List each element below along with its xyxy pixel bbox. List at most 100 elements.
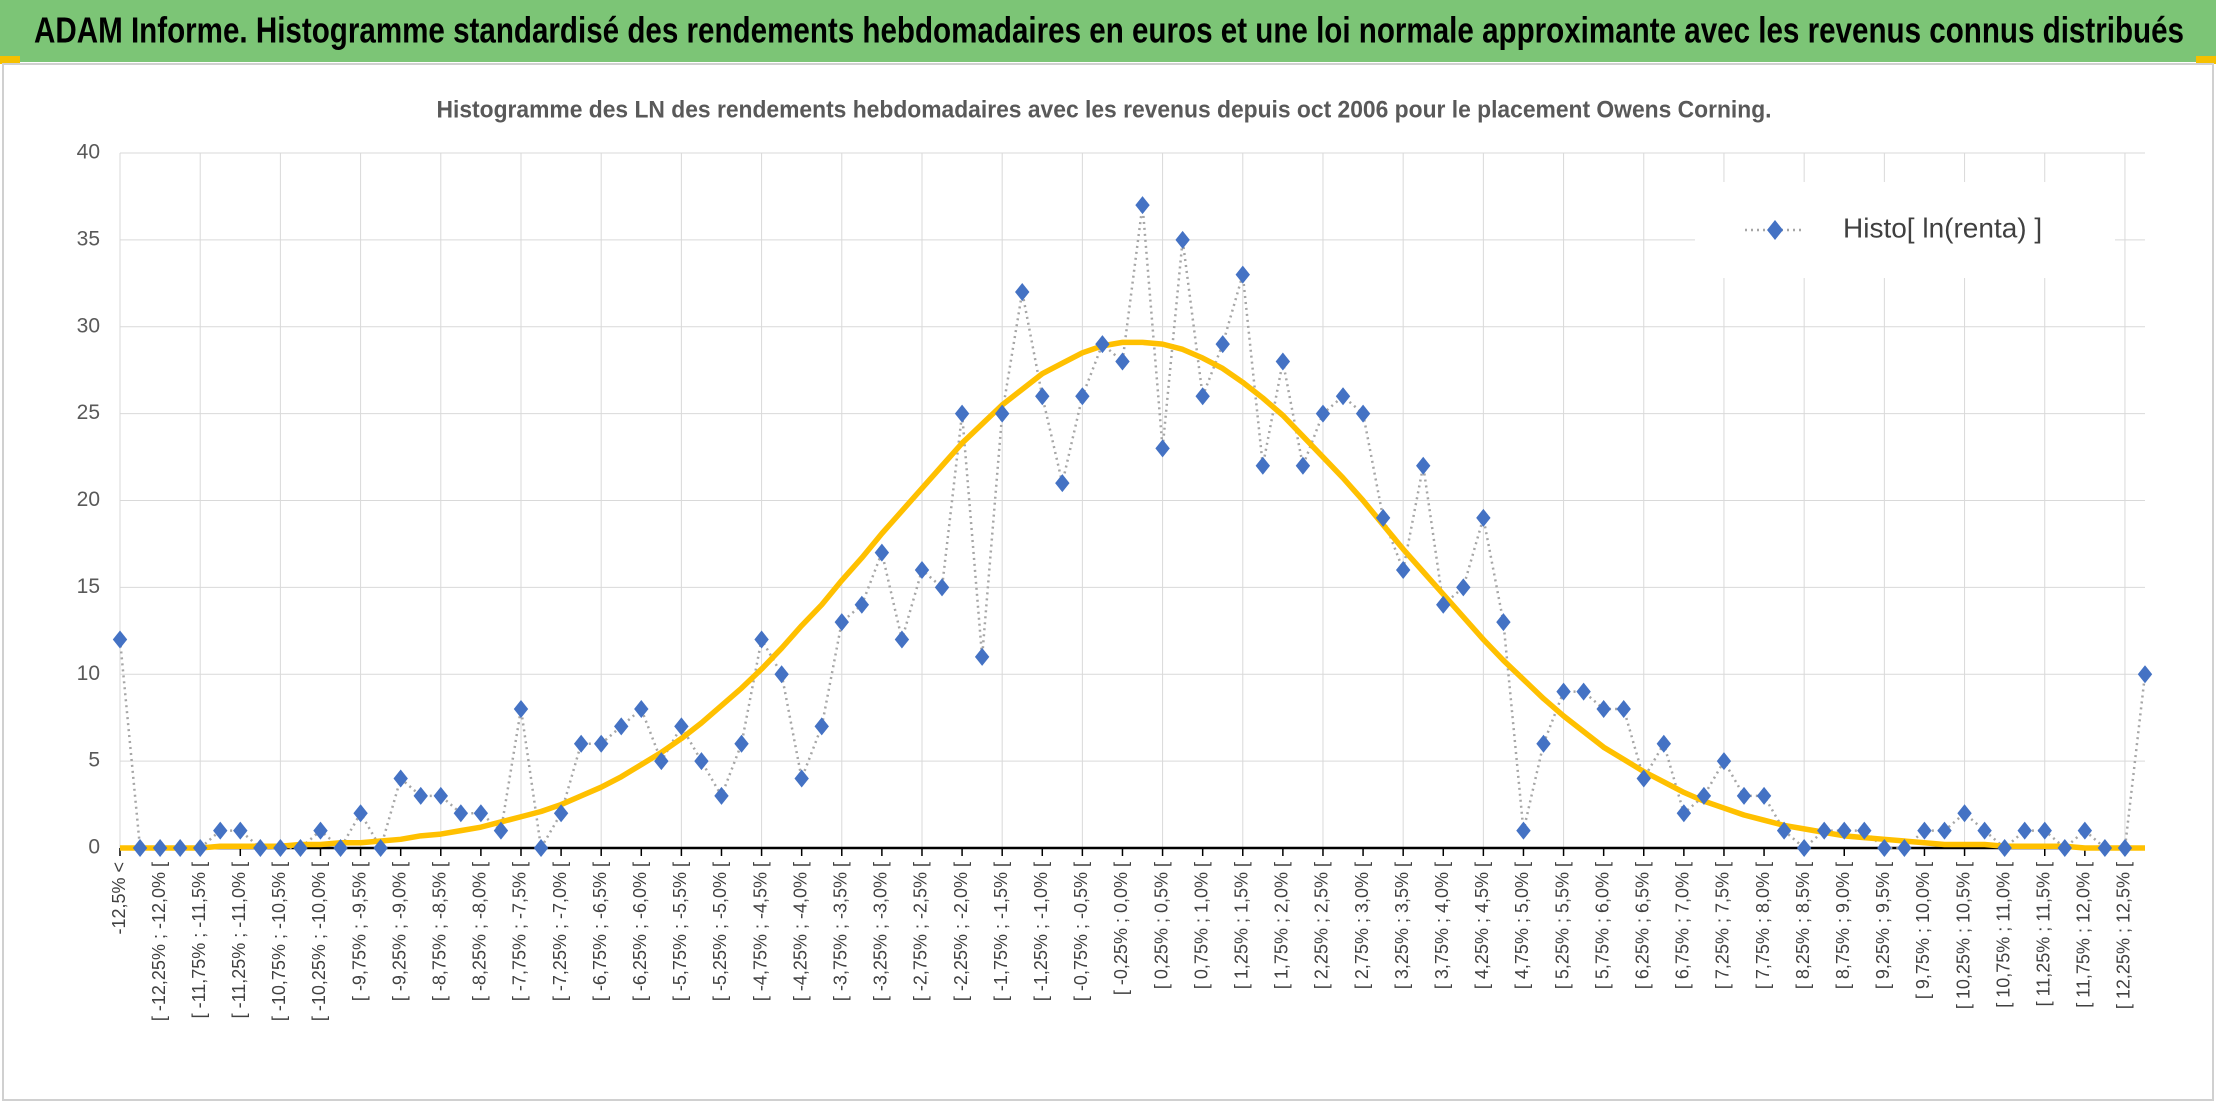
marker [1095, 335, 1110, 354]
x-tick-label: [ -1,75% ; -1,5% [ [991, 862, 1011, 1001]
y-tick-label: 35 [77, 227, 100, 250]
x-tick-label: [ -0,75% ; -0,5% [ [1071, 862, 1091, 1001]
x-tick-label: [ 9,75% ; 10,0% [ [1913, 862, 1933, 999]
marker [2077, 821, 2093, 840]
x-tick-label: [ 0,75% ; 1,0% [ [1191, 862, 1211, 989]
x-tick-label: [ 7,75% ; 8,0% [ [1753, 862, 1773, 989]
marker [1636, 769, 1651, 788]
marker [914, 561, 930, 579]
marker [513, 700, 529, 718]
marker [814, 717, 829, 736]
marker [714, 786, 729, 805]
marker [1536, 734, 1551, 753]
x-tick-label: [ 4,25% ; 4,5% [ [1472, 862, 1492, 989]
marker [1195, 387, 1210, 406]
x-tick-label: [ -4,25% ; -4,0% [ [790, 862, 810, 1001]
x-tick-label: [ 7,25% ; 7,5% [ [1713, 862, 1733, 989]
marker [1395, 561, 1411, 579]
y-tick-label: 25 [77, 401, 100, 424]
x-tick-label: [ 10,25% ; 10,5% [ [1953, 862, 1973, 1009]
x-tick-label: [ -12,25% ; -12,0% [ [149, 862, 169, 1021]
marker [1516, 821, 1531, 840]
y-tick-label: 10 [77, 662, 100, 685]
marker [1476, 508, 1491, 527]
x-tick-label: [ 3,75% ; 4,0% [ [1432, 862, 1452, 989]
marker [1075, 387, 1090, 406]
marker [253, 839, 268, 857]
x-tick-label: [ 10,75% ; 11,0% [ [1993, 862, 2013, 1008]
marker [112, 630, 128, 649]
header-banner [0, 0, 2216, 62]
marker [1977, 821, 1992, 840]
x-tick-label: [ 11,75% ; 12,0% [ [2074, 862, 2094, 1008]
marker [453, 804, 469, 823]
x-tick-label: [ 6,75% ; 7,0% [ [1673, 862, 1693, 989]
x-tick-label: [ 5,25% ; 5,5% [ [1552, 862, 1572, 989]
x-tick-label: [ 5,75% ; 6,0% [ [1592, 862, 1612, 989]
x-tick-label: [ -9,25% ; -9,0% [ [389, 862, 409, 1001]
x-tick-label: [ -3,75% ; -3,5% [ [831, 862, 851, 1001]
marker [192, 839, 208, 857]
x-tick-label: [ -3,25% ; -3,0% [ [871, 862, 891, 1001]
marker [1756, 786, 1772, 805]
marker [433, 786, 448, 805]
x-tick-label: [ -5,25% ; -5,0% [ [710, 862, 730, 1001]
marker [1315, 404, 1331, 423]
marker [1837, 821, 1852, 840]
x-tick-label: [ -0,25% ; 0,0% [ [1111, 862, 1131, 995]
marker [333, 839, 348, 857]
marker [1656, 734, 1672, 753]
marker [1235, 265, 1250, 284]
x-tick-label: [ 6,25% ; 6,5% [ [1633, 862, 1653, 989]
marker [974, 647, 990, 666]
x-tick-label: [ -10,25% ; -10,0% [ [309, 862, 329, 1021]
marker [994, 404, 1010, 423]
y-tick-label: 40 [77, 141, 100, 164]
x-tick-label: [ -2,25% ; -2,0% [ [951, 862, 971, 1001]
marker [1917, 821, 1932, 840]
marker [1736, 786, 1752, 805]
x-tick-label: [ -2,75% ; -2,5% [ [911, 862, 931, 1001]
marker [573, 734, 589, 753]
marker [233, 821, 248, 840]
marker [634, 700, 649, 718]
x-tick-label: [ -1,25% ; -1,0% [ [1031, 862, 1051, 1001]
x-tick-label: [ -9,75% ; -9,5% [ [349, 862, 369, 1001]
marker [1997, 839, 2012, 857]
y-tick-label: 20 [77, 488, 100, 511]
marker [473, 804, 489, 823]
marker [1877, 839, 1892, 857]
marker [1295, 456, 1311, 475]
marker [1255, 456, 1271, 475]
marker [674, 717, 689, 736]
marker [934, 578, 950, 597]
marker [1676, 804, 1692, 823]
marker [2037, 821, 2052, 840]
marker [1155, 439, 1170, 458]
marker [1115, 352, 1130, 371]
x-tick-label: -12,5% < [109, 862, 129, 935]
marker [834, 613, 849, 632]
marker [694, 752, 709, 771]
marker [213, 821, 228, 840]
marker [273, 839, 288, 857]
marker [1496, 613, 1511, 632]
x-tick-label: [ 8,75% ; 9,0% [ [1833, 862, 1853, 989]
marker [293, 839, 308, 857]
x-tick-label: [ -11,25% ; -11,0% [ [229, 862, 249, 1018]
marker [1215, 335, 1230, 354]
marker [1937, 821, 1952, 840]
marker [1776, 821, 1792, 840]
marker [553, 804, 569, 823]
x-tick-label: [ 4,75% ; 5,0% [ [1512, 862, 1532, 989]
marker [2097, 839, 2113, 857]
x-tick-label: [ -11,75% ; -11,5% [ [189, 862, 209, 1018]
marker [1416, 456, 1431, 475]
x-tick-label: [ 11,25% ; 11,5% [ [2034, 862, 2054, 1006]
x-tick-label: [ -4,75% ; -4,5% [ [750, 862, 770, 1001]
marker [533, 839, 549, 857]
marker [1436, 595, 1451, 614]
marker [1556, 682, 1571, 701]
fitted-curve [120, 339, 2145, 851]
